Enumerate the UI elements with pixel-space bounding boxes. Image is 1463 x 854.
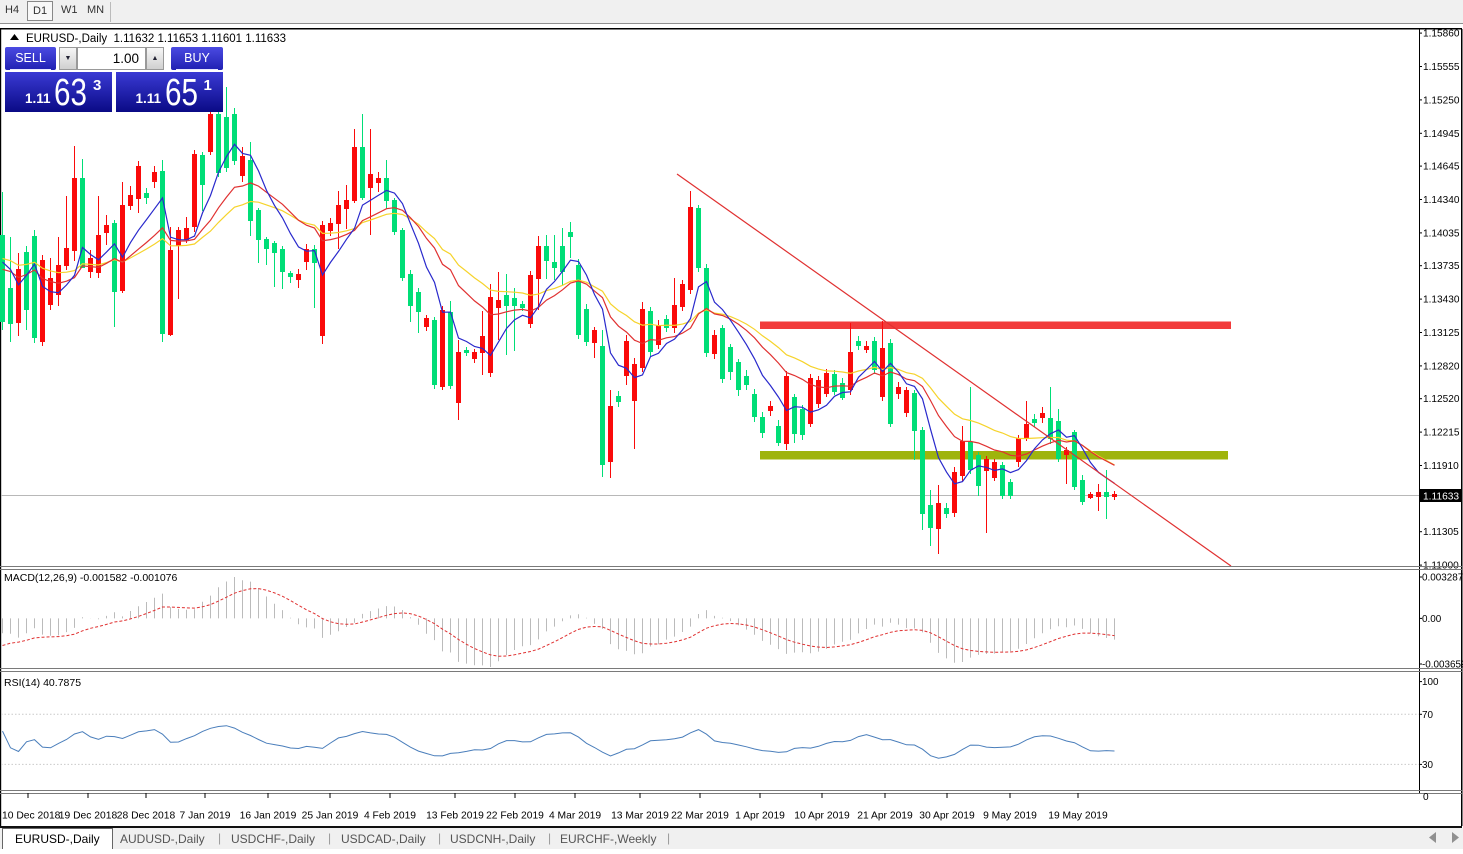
svg-text:100: 100	[1422, 677, 1439, 688]
svg-text:9 May 2019: 9 May 2019	[983, 811, 1037, 822]
svg-text:1.14035: 1.14035	[1423, 228, 1460, 239]
svg-text:70: 70	[1422, 710, 1433, 721]
svg-text:1.14645: 1.14645	[1423, 162, 1460, 173]
svg-text:1.15250: 1.15250	[1423, 95, 1460, 106]
svg-text:7 Jan 2019: 7 Jan 2019	[180, 811, 231, 822]
svg-text:1.14945: 1.14945	[1423, 129, 1460, 140]
svg-text:1.12215: 1.12215	[1423, 428, 1460, 439]
svg-text:0.00: 0.00	[1422, 614, 1442, 625]
svg-text:MACD(12,26,9) -0.001582 -0.001: MACD(12,26,9) -0.001582 -0.001076	[4, 572, 178, 584]
svg-text:19 May 2019: 19 May 2019	[1048, 811, 1108, 822]
svg-text:1.14340: 1.14340	[1423, 195, 1460, 206]
svg-text:22 Mar 2019: 22 Mar 2019	[671, 811, 729, 822]
svg-text:-0.003659: -0.003659	[1422, 660, 1463, 671]
svg-text:1.13430: 1.13430	[1423, 295, 1460, 306]
svg-text:EURUSD-,Daily 1.11632 1.11653: EURUSD-,Daily 1.11632 1.11653 1.11601 1.…	[26, 33, 286, 45]
svg-text:25 Jan 2019: 25 Jan 2019	[302, 811, 359, 822]
svg-text:21 Apr 2019: 21 Apr 2019	[857, 811, 913, 822]
svg-text:1.12520: 1.12520	[1423, 394, 1460, 405]
svg-text:1.15555: 1.15555	[1423, 62, 1460, 73]
svg-text:16 Jan 2019: 16 Jan 2019	[240, 811, 297, 822]
svg-text:1.11633: 1.11633	[1423, 492, 1459, 503]
svg-text:1.11305: 1.11305	[1423, 527, 1459, 538]
svg-text:1.13125: 1.13125	[1423, 328, 1460, 339]
svg-text:1.12820: 1.12820	[1423, 361, 1460, 372]
svg-text:22 Feb 2019: 22 Feb 2019	[486, 811, 544, 822]
svg-text:19 Dec 2018: 19 Dec 2018	[59, 811, 118, 822]
svg-text:28 Dec 2018: 28 Dec 2018	[117, 811, 176, 822]
svg-text:13 Mar 2019: 13 Mar 2019	[611, 811, 669, 822]
svg-text:0.003287: 0.003287	[1422, 573, 1463, 584]
svg-text:30: 30	[1422, 760, 1433, 771]
svg-text:10 Apr 2019: 10 Apr 2019	[794, 811, 850, 822]
svg-text:RSI(14) 40.7875: RSI(14) 40.7875	[4, 677, 81, 689]
svg-text:13 Feb 2019: 13 Feb 2019	[426, 811, 484, 822]
svg-text:1.13735: 1.13735	[1423, 261, 1460, 272]
svg-text:1 Apr 2019: 1 Apr 2019	[735, 811, 785, 822]
svg-text:10 Dec 2018: 10 Dec 2018	[2, 811, 61, 822]
svg-text:1.15860: 1.15860	[1423, 29, 1460, 40]
svg-text:4 Mar 2019: 4 Mar 2019	[549, 811, 601, 822]
svg-text:1.11910: 1.11910	[1423, 461, 1459, 472]
svg-text:30 Apr 2019: 30 Apr 2019	[919, 811, 975, 822]
svg-text:0: 0	[1423, 792, 1429, 803]
svg-text:4 Feb 2019: 4 Feb 2019	[364, 811, 416, 822]
